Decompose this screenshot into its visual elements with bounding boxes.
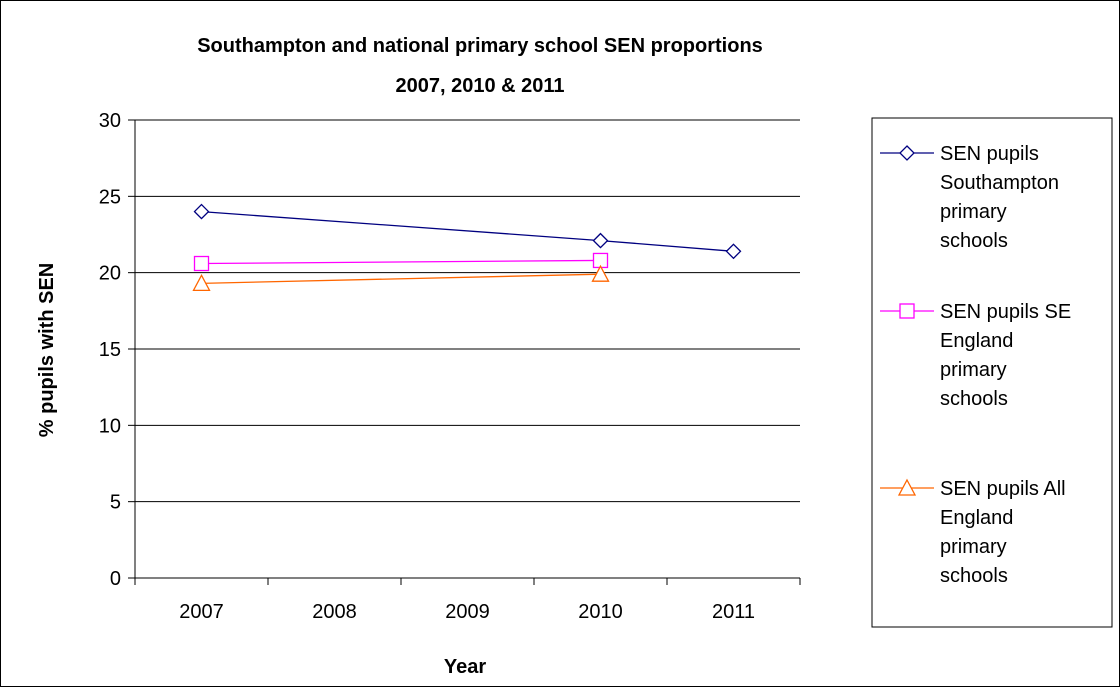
- gridlines: [135, 119, 800, 503]
- y-tick-labels: 0 5 10 15 20 25 30: [99, 110, 121, 590]
- legend-label: England: [940, 330, 1013, 352]
- legend-label: schools: [940, 388, 1008, 410]
- data-point-series-1: [725, 243, 742, 260]
- series: [192, 203, 742, 292]
- legend-marker-1: [899, 145, 915, 161]
- y-tick-label: 15: [99, 339, 121, 361]
- legend-label: primary: [940, 359, 1007, 381]
- legend-label: SEN pupils All: [940, 478, 1066, 500]
- y-tick-label: 5: [110, 492, 121, 514]
- legend: SEN pupils Southampton primary schools SEN p…: [871, 117, 1113, 628]
- y-tick-label: 25: [99, 186, 121, 208]
- series-line-2: [201, 259, 601, 265]
- series-line-1: [201, 210, 734, 252]
- legend-label: schools: [940, 230, 1008, 252]
- legend-label: SEN pupils: [940, 143, 1039, 165]
- legend-marker-2: [899, 303, 915, 319]
- chart-title-line-2: 2007, 2010 & 2011: [395, 75, 564, 97]
- chart-title-line-1: Southampton and national primary school …: [197, 35, 763, 57]
- chart-title: Southampton and national primary school …: [197, 35, 763, 97]
- data-point-series-1: [592, 232, 609, 249]
- axes: [128, 119, 801, 585]
- legend-label: primary: [940, 536, 1007, 558]
- y-tick-label: 20: [99, 263, 121, 285]
- series-line-3: [201, 273, 601, 285]
- data-point-series-3: [591, 264, 610, 282]
- y-tick-label: 0: [110, 568, 121, 590]
- y-axis-title: % pupils with SEN: [36, 263, 58, 437]
- x-tick-label: 2007: [179, 601, 224, 623]
- data-point-series-3: [192, 273, 211, 292]
- legend-box: [871, 117, 1113, 628]
- x-axis-title: Year: [444, 656, 486, 678]
- x-tick-label: 2008: [312, 601, 357, 623]
- x-tick-label: 2010: [578, 601, 623, 623]
- x-tick-label: 2009: [445, 601, 490, 623]
- legend-label: England: [940, 507, 1013, 529]
- legend-label: Southampton: [940, 172, 1059, 194]
- data-point-series-1: [193, 203, 210, 220]
- legend-label: schools: [940, 565, 1008, 587]
- x-tick-label: 2011: [712, 601, 755, 623]
- data-point-series-2: [193, 255, 210, 272]
- y-tick-label: 10: [99, 415, 121, 437]
- legend-label: SEN pupils SE: [940, 301, 1071, 323]
- legend-label: primary: [940, 201, 1007, 223]
- legend-marker-3: [897, 478, 917, 496]
- x-tick-labels: 2007 2008 2009 2010 2011: [179, 601, 755, 623]
- y-tick-label: 30: [99, 110, 121, 132]
